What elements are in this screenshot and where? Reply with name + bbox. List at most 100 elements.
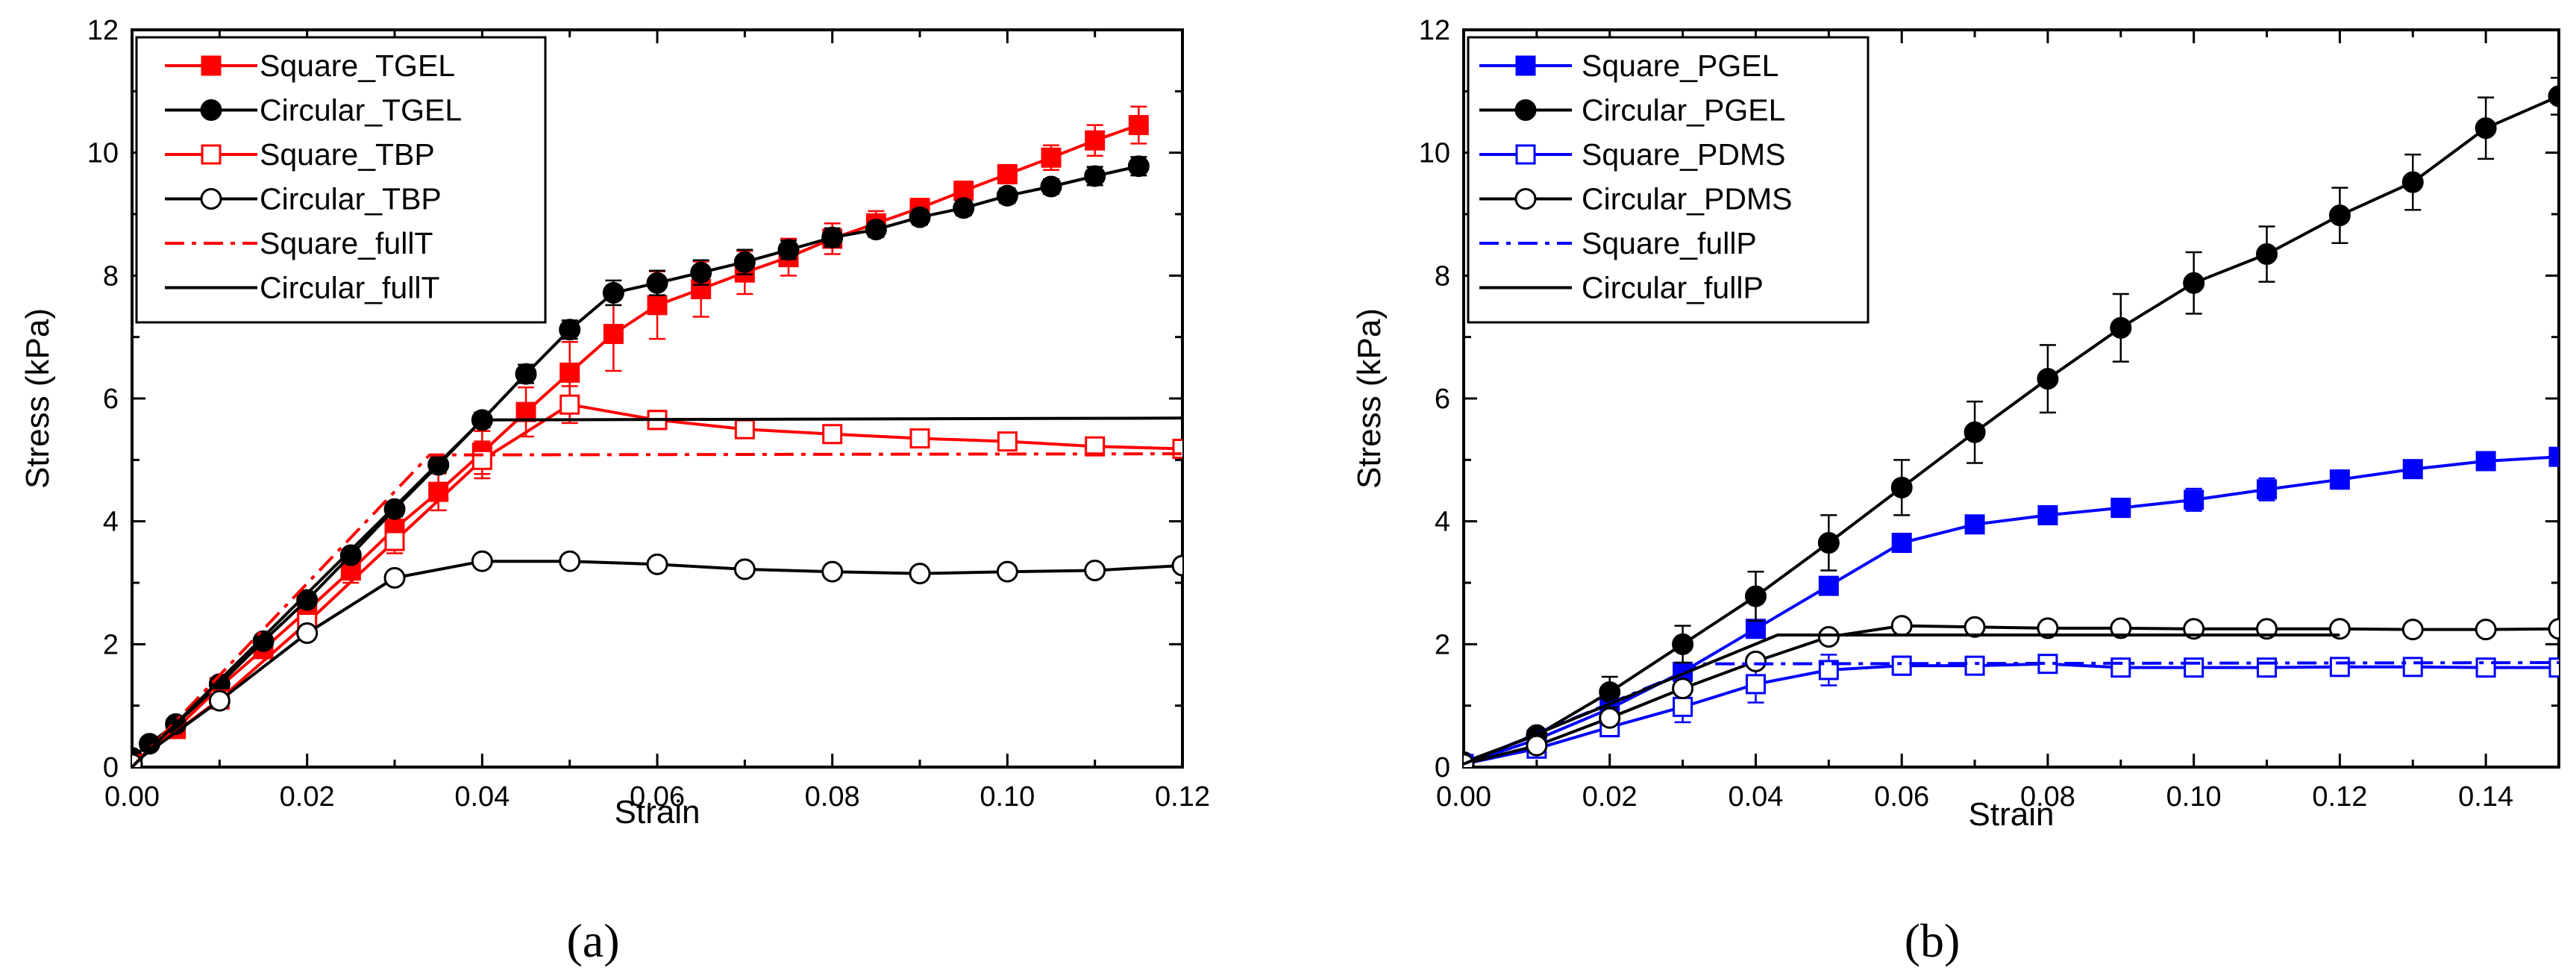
data-point [1526,734,1548,757]
series-Square_fullP [1464,661,2559,766]
plot-area [1464,76,2559,767]
data-point [2548,657,2559,678]
data-point [2184,657,2204,678]
y-tick-label: 2 [103,629,119,660]
x-tick-label: 0.02 [1582,781,1638,813]
series-line [132,560,1182,766]
x-tick-label: 0.12 [1155,781,1210,813]
data-point [1744,650,1767,672]
data-point [428,481,449,502]
panel-caption: (b) [1905,914,1961,967]
data-point [2257,657,2278,678]
data-point [384,531,405,551]
data-point [909,206,931,228]
y-tick-label: 6 [103,384,119,415]
data-point [2110,657,2131,678]
data-point [2548,618,2559,640]
data-point [2110,316,2132,339]
data-point [2475,619,2497,641]
series-Circular_fullP [1464,634,2340,766]
y-tick-label: 10 [87,138,119,169]
data-point [997,431,1018,452]
data-point [2402,459,2423,480]
data-point [252,630,275,652]
series-line [132,452,1182,767]
data-point [2110,617,2132,639]
data-point [733,558,756,581]
x-axis-label: Strain [1969,796,2055,833]
data-point [777,239,800,261]
data-point [953,181,974,201]
data-point [1085,130,1106,151]
legend-swatch-marker [201,55,222,76]
series-line [1464,661,2559,766]
data-point [603,324,624,345]
legend-label: Circular_fullT [260,271,440,305]
data-point [997,163,1018,184]
data-point [822,424,843,445]
x-tick-label: 0.04 [1728,781,1783,813]
data-point [1891,655,1912,676]
data-point [2548,446,2559,467]
series-line [132,403,1182,766]
legend-label: Circular_TBP [260,182,442,216]
legend-label: Circular_TGEL [260,93,462,128]
x-tick-label: 0.02 [280,781,335,813]
data-point [2257,479,2278,500]
data-point [1673,696,1693,717]
data-point [515,363,537,385]
legend-label: Square_PDMS [1582,137,1785,172]
legend-swatch-marker [200,188,222,210]
data-point [2183,272,2205,294]
data-point [2037,504,2058,525]
data-point [296,589,319,611]
chart-panel-b: 0.00 0.02 0.04 0.06 0.08 0.10 0.12 0.14 0 2 4 6 8 10 1… [1351,15,2560,967]
plot-area [132,105,1182,767]
data-point [996,560,1018,583]
series-Square_TBP [132,385,1182,767]
data-point [1085,436,1106,457]
data-point [1040,175,1062,198]
y-axis-label: Stress (kPa) [1351,308,1388,489]
data-point [1890,476,1913,498]
data-point [2329,469,2350,490]
series-line [1464,662,2559,766]
data-point [471,550,493,572]
legend: Square_TGEL Circular_TGEL Square_TBP Circul… [135,36,547,324]
x-tick-label: 0.00 [1436,781,1491,813]
data-point [734,419,755,440]
data-point [2184,490,2204,510]
y-tick-label: 10 [1419,138,1450,169]
data-point [646,272,668,294]
x-tick-label: 0.06 [630,781,685,813]
data-point [1672,633,1694,655]
data-point [1128,115,1149,136]
series-line [1464,624,2559,766]
data-point [733,251,756,273]
data-point [996,184,1018,207]
data-point [383,566,406,589]
series-Circular_PGEL [1464,76,2559,767]
data-point [2328,204,2351,227]
data-point [2329,657,2350,678]
legend-swatch-marker [1515,55,1536,76]
x-tick-label: 0.04 [454,781,510,813]
y-tick-label: 8 [103,260,119,292]
data-point [2110,498,2131,519]
data-point [1744,585,1767,607]
series-Circular_fullT [132,416,1182,767]
legend-box [1467,36,1870,324]
data-point [2402,657,2423,678]
legend-label: Square_PGEL [1582,49,1779,83]
y-tick-label: 4 [103,507,119,538]
x-tick-label: 0.08 [805,781,860,813]
data-point [296,622,319,645]
data-point [2475,117,2497,140]
x-tick-label: 0.08 [2020,781,2075,813]
data-point [2401,619,2424,641]
y-tick-label: 4 [1435,507,1450,538]
data-point [1127,155,1150,178]
data-point [2548,85,2559,107]
y-tick-label: 12 [87,15,119,46]
